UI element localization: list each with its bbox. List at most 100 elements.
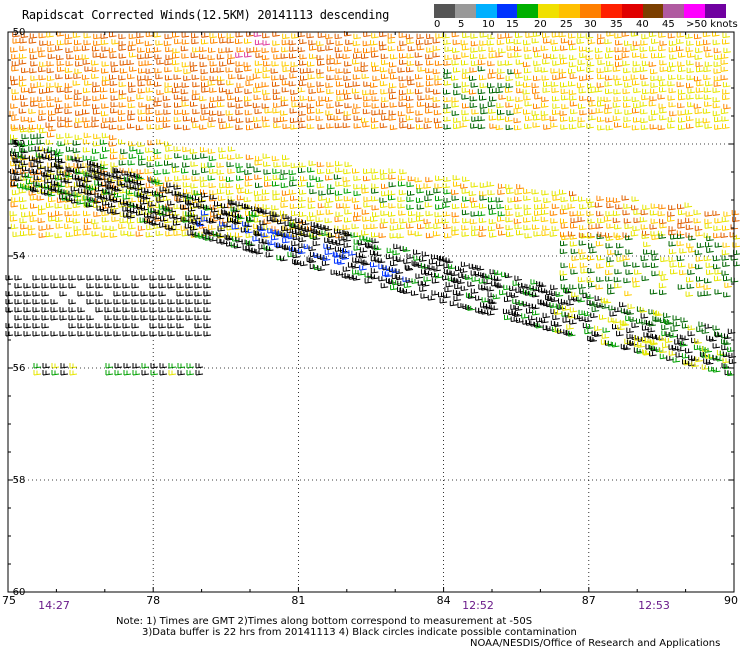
wind-barb [306, 61, 315, 67]
wind-barb [200, 192, 209, 198]
wind-barb [352, 269, 360, 275]
wind-barb [649, 95, 657, 102]
wind-barb [590, 312, 598, 319]
wind-barb [714, 116, 722, 123]
wind-barb [672, 315, 681, 321]
wind-barb [32, 315, 41, 321]
wind-barb [453, 54, 461, 60]
wind-barb [223, 222, 232, 228]
wind-barb [127, 45, 136, 52]
wind-barb [515, 287, 523, 293]
colorbar-label: 5 [458, 19, 465, 30]
wind-barb [99, 94, 108, 100]
wind-barb [83, 210, 91, 217]
wind-barb [563, 329, 571, 335]
wind-barb [317, 46, 325, 52]
wind-barb [113, 307, 122, 313]
wind-barb [379, 80, 388, 87]
wind-barb [496, 203, 505, 209]
wind-barb [604, 38, 612, 45]
wind-barb [552, 60, 560, 66]
wind-barb [560, 38, 569, 44]
wind-barb [513, 117, 522, 124]
wind-barb [724, 282, 732, 288]
wind-barb [309, 188, 317, 195]
wind-barb [626, 327, 634, 334]
wind-barb [609, 311, 618, 317]
wind-barb [461, 188, 470, 194]
wind-barb [667, 117, 676, 123]
wind-barb [415, 60, 423, 67]
wind-barb [694, 225, 703, 231]
wind-barb [542, 59, 550, 65]
wind-barb [100, 232, 109, 238]
wind-barb [307, 197, 316, 203]
wind-barb [75, 110, 83, 117]
wind-barb [559, 59, 568, 65]
wind-barb [433, 89, 441, 95]
wind-barb [393, 243, 401, 250]
wind-barb [704, 323, 713, 329]
wind-barb [469, 102, 478, 108]
wind-barb [612, 102, 621, 108]
wind-barb [470, 182, 479, 188]
wind-barb [235, 153, 244, 160]
wind-barb [325, 96, 333, 103]
colorbar-swatch [496, 4, 518, 18]
wind-barb [677, 61, 685, 67]
wind-barb [271, 204, 279, 211]
wind-barb [587, 233, 595, 239]
wind-barb [273, 117, 282, 123]
wind-barb [190, 161, 199, 167]
wind-barb [281, 39, 290, 46]
wind-barb [398, 210, 406, 216]
wind-barb [732, 234, 740, 240]
wind-barb [406, 38, 414, 45]
wind-barb [489, 96, 497, 102]
wind-barb [326, 123, 334, 129]
wind-barb [343, 68, 352, 74]
wind-barb [65, 73, 73, 80]
wind-barb [371, 188, 379, 194]
wind-barb [421, 281, 430, 287]
wind-barb [660, 256, 668, 263]
wind-barb [442, 211, 451, 217]
wind-barb [523, 39, 531, 46]
wind-barb [335, 68, 344, 74]
wind-barb [703, 290, 712, 297]
wind-barb [92, 52, 101, 58]
wind-barb [38, 32, 47, 39]
wind-barb [621, 195, 630, 201]
wind-barb [113, 291, 122, 297]
wind-barb [577, 59, 586, 66]
wind-barb [601, 333, 610, 339]
wind-barb [57, 140, 66, 147]
wind-barb [286, 227, 295, 234]
wind-barb [586, 61, 595, 67]
wind-barb [299, 95, 308, 101]
wind-barb [86, 315, 95, 321]
wind-barb [13, 158, 22, 164]
wind-barb [30, 96, 38, 103]
wind-barb [209, 189, 217, 196]
wind-barb [227, 102, 236, 108]
wind-barb [309, 45, 317, 51]
wind-barb [298, 202, 306, 209]
wind-barb [370, 168, 379, 174]
wind-barb [77, 331, 86, 337]
wind-barb [261, 195, 270, 201]
map-grid [8, 32, 734, 592]
wind-barb [534, 52, 542, 58]
wind-barb [541, 190, 549, 196]
wind-barb [487, 33, 496, 40]
wind-barb [182, 175, 191, 181]
wind-barb [318, 190, 326, 196]
wind-barb [109, 117, 117, 123]
wind-barb [406, 108, 415, 114]
wind-barb [641, 33, 649, 40]
wind-barb [535, 322, 544, 329]
wind-barb [369, 249, 378, 256]
wind-barb [101, 103, 109, 109]
wind-barb [505, 183, 513, 190]
wind-barb [602, 327, 611, 333]
